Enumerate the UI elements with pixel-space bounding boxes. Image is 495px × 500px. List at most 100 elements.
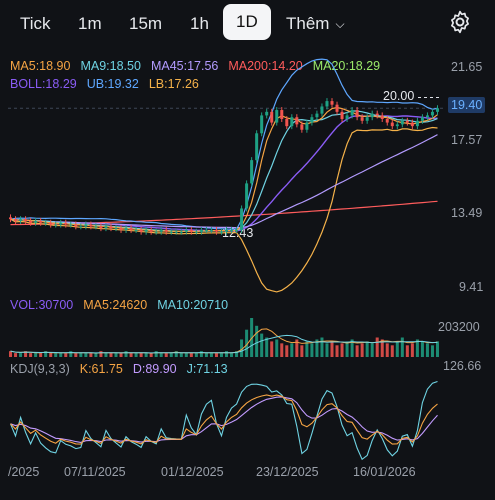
- volume-bar: [435, 341, 439, 357]
- volume-bar: [235, 351, 239, 357]
- volume-bar: [370, 343, 374, 357]
- kdj-legend: KDJ(9,3,3) K:61.75 D:89.90 J:71.13: [10, 362, 238, 376]
- volume-bar: [84, 353, 88, 357]
- candle-body: [214, 229, 218, 232]
- volume-bar: [209, 353, 213, 357]
- volume-bar: [59, 353, 63, 357]
- candle-body: [385, 118, 389, 123]
- date-label: 23/12/2025: [256, 465, 319, 479]
- volume-bar: [14, 353, 18, 357]
- candle-body: [139, 229, 143, 232]
- volume-bar: [39, 353, 43, 357]
- ma45-line: [10, 134, 438, 229]
- candle-body: [34, 220, 38, 223]
- tab-15m[interactable]: 15m: [129, 14, 163, 33]
- candle-body: [189, 229, 193, 232]
- volume-bar: [124, 351, 128, 357]
- tab-1h[interactable]: 1h: [190, 14, 209, 33]
- volume-bar: [405, 345, 409, 357]
- volume-axis-top: 203200: [438, 320, 480, 334]
- volume-bar: [315, 339, 319, 357]
- volume-bar: [144, 353, 148, 357]
- volume-bar: [230, 353, 234, 357]
- volume-bar: [380, 339, 384, 357]
- volume-bar: [425, 343, 429, 357]
- candle-body: [310, 117, 314, 123]
- tab-1d[interactable]: 1D: [223, 4, 271, 40]
- volume-bar: [320, 337, 324, 357]
- volume-bar: [189, 353, 193, 357]
- candle-body: [154, 231, 158, 233]
- volume-bar: [255, 325, 259, 357]
- volume-bar: [19, 353, 23, 357]
- ma200-line: [10, 200, 438, 226]
- volume-bar: [245, 329, 249, 357]
- volume-bar: [179, 353, 183, 357]
- tab-more[interactable]: Thêm ⌵: [276, 8, 355, 40]
- candle-body: [129, 228, 133, 230]
- volume-bar: [194, 353, 198, 357]
- volume-bar: [79, 353, 83, 357]
- tab-more-label: Thêm: [286, 14, 330, 33]
- candle-body: [380, 115, 384, 119]
- timeframe-bar: Tick 1m 15m 1h 1D Thêm ⌵: [0, 0, 495, 44]
- volume-bar: [174, 351, 178, 357]
- candle-body: [355, 110, 359, 118]
- volume-bar: [430, 345, 434, 357]
- kdj-d-line: [10, 396, 438, 443]
- volume-bar: [69, 351, 73, 357]
- candle-body: [24, 219, 28, 221]
- candle-body: [69, 224, 73, 226]
- volume-bar: [49, 353, 53, 357]
- candle-body: [340, 111, 344, 119]
- volume-bar: [415, 339, 419, 357]
- volume-bar: [330, 341, 334, 357]
- volume-bar: [325, 343, 329, 357]
- candle-body: [134, 229, 138, 231]
- candle-body: [59, 222, 63, 225]
- ub-value: UB:19.32: [86, 77, 139, 91]
- candle-body: [420, 117, 424, 121]
- volume-bar: [159, 353, 163, 357]
- candle-body: [375, 113, 379, 116]
- gear-icon[interactable]: [447, 9, 473, 35]
- volume-ma5-line: [10, 328, 438, 354]
- volume-bar: [295, 339, 299, 357]
- tab-1m[interactable]: 1m: [78, 14, 102, 33]
- candle-body: [184, 229, 188, 232]
- volume-bar: [385, 343, 389, 357]
- price-axis-label: 9.41: [459, 280, 484, 294]
- volume-ma10-line: [10, 334, 438, 354]
- ma5-line: [10, 106, 438, 232]
- volume-bar: [54, 353, 58, 357]
- candle-body: [204, 229, 208, 231]
- volume-bar: [390, 345, 394, 357]
- volume-bar: [169, 353, 173, 357]
- kdj-j-line: [9, 380, 438, 461]
- volume-bar: [34, 353, 38, 357]
- volume-bar: [420, 341, 424, 357]
- volume-bar: [74, 353, 78, 357]
- volume-bar: [410, 343, 414, 357]
- candle-body: [430, 111, 434, 116]
- kdj-d-value: D:89.90: [132, 362, 177, 376]
- candle-body: [79, 226, 83, 228]
- boll-mid-line: [10, 115, 438, 232]
- tab-tick[interactable]: Tick: [20, 14, 51, 33]
- candle-body: [260, 115, 264, 134]
- volume-bar: [265, 337, 269, 357]
- candle-body: [435, 108, 439, 112]
- candle-body: [325, 101, 329, 107]
- candle-body: [39, 220, 43, 223]
- candle-body: [199, 229, 203, 232]
- volume-bar: [139, 353, 143, 357]
- high-annotation: 20.00: [383, 89, 415, 103]
- candle-body: [89, 224, 93, 227]
- candle-body: [370, 113, 374, 118]
- current-price-tag: 19.40: [448, 97, 486, 113]
- volume-bar: [340, 343, 344, 357]
- volume-bar: [214, 353, 218, 357]
- candle-body: [49, 222, 53, 225]
- volume-bar: [164, 353, 168, 357]
